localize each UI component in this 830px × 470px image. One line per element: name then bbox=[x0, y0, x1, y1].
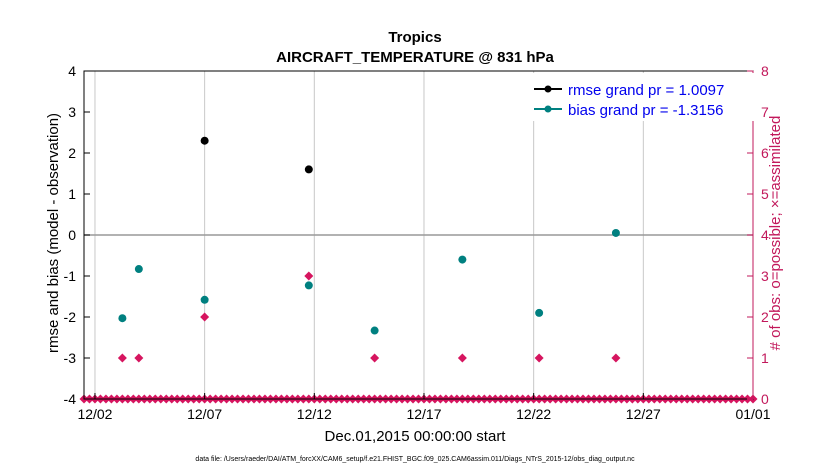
y-right-tick-label: 8 bbox=[761, 63, 769, 79]
y-right-tick-label: 6 bbox=[761, 145, 769, 161]
obs-possible-marker bbox=[134, 353, 144, 363]
legend-rmse-marker bbox=[544, 85, 552, 93]
bias-point bbox=[200, 295, 209, 304]
y-left-tick-label: -3 bbox=[64, 350, 77, 366]
rmse-point bbox=[304, 165, 313, 174]
x-tick-label: 12/07 bbox=[187, 406, 222, 422]
legend-bias-marker bbox=[544, 105, 552, 113]
x-tick-label: 01/01 bbox=[735, 406, 770, 422]
legend: rmse grand pr = 1.0097 bias grand pr = -… bbox=[528, 73, 760, 121]
x-tick-label: 12/12 bbox=[297, 406, 332, 422]
y-right-tick-label: 4 bbox=[761, 227, 769, 243]
x-tick-label: 12/02 bbox=[77, 406, 112, 422]
y-right-tick-label: 0 bbox=[761, 391, 769, 407]
y-left-tick-label: 4 bbox=[68, 63, 76, 79]
bias-point bbox=[458, 255, 467, 264]
x-tick-label: 12/17 bbox=[406, 406, 441, 422]
chart-subtitle: AIRCRAFT_TEMPERATURE @ 831 hPa bbox=[276, 49, 554, 66]
y-right-tick-label: 2 bbox=[761, 309, 769, 325]
obs-possible-marker bbox=[117, 353, 127, 363]
bias-point bbox=[118, 314, 127, 323]
legend-rmse-label: rmse grand pr = 1.0097 bbox=[568, 82, 724, 99]
bias-point bbox=[304, 281, 313, 290]
y-left-tick-label: -4 bbox=[64, 391, 77, 407]
y-left-tick-label: -2 bbox=[64, 309, 77, 325]
y-right-tick-label: 7 bbox=[761, 104, 769, 120]
y-left-tick-label: 0 bbox=[68, 227, 76, 243]
y-left-tick-label: 2 bbox=[68, 145, 76, 161]
x-tick-label: 12/27 bbox=[626, 406, 661, 422]
y-axis-right-label: # of obs: o=possible; ×=assimilated bbox=[767, 116, 784, 351]
y-left-tick-label: 3 bbox=[68, 104, 76, 120]
y-axis-left-label: rmse and bias (model - observation) bbox=[45, 113, 62, 353]
y-left-tick-label: 1 bbox=[68, 186, 76, 202]
bias-point bbox=[611, 228, 620, 237]
chart-title: Tropics bbox=[388, 29, 441, 46]
y-right-tick-label: 5 bbox=[761, 186, 769, 202]
bias-point bbox=[134, 265, 143, 274]
legend-bias-label: bias grand pr = -1.3156 bbox=[568, 102, 724, 119]
obs-possible-marker bbox=[611, 353, 621, 363]
obs-possible-marker bbox=[304, 271, 314, 281]
y-left-tick-label: -1 bbox=[64, 268, 77, 284]
x-axis-label: Dec.01,2015 00:00:00 start bbox=[325, 428, 507, 445]
axis-ticks: 12/02 12/07 12/12 12/17 12/22 12/27 01/01 -4 -3 -… bbox=[64, 63, 771, 422]
y-right-tick-label: 3 bbox=[761, 268, 769, 284]
obs-possible-marker bbox=[457, 353, 467, 363]
legend-background bbox=[528, 73, 760, 121]
obs-count-markers bbox=[79, 271, 758, 404]
data-markers bbox=[118, 136, 620, 335]
bias-point bbox=[535, 308, 544, 317]
obs-possible-marker bbox=[534, 353, 544, 363]
bias-point bbox=[370, 326, 379, 335]
x-tick-label: 12/22 bbox=[516, 406, 551, 422]
obs-possible-marker bbox=[200, 312, 210, 322]
obs-possible-marker bbox=[370, 353, 380, 363]
data-file-footer: data file: /Users/raeder/DAI/ATM_forcXX/… bbox=[195, 456, 635, 463]
y-right-tick-label: 1 bbox=[761, 350, 769, 366]
rmse-point bbox=[200, 136, 209, 145]
